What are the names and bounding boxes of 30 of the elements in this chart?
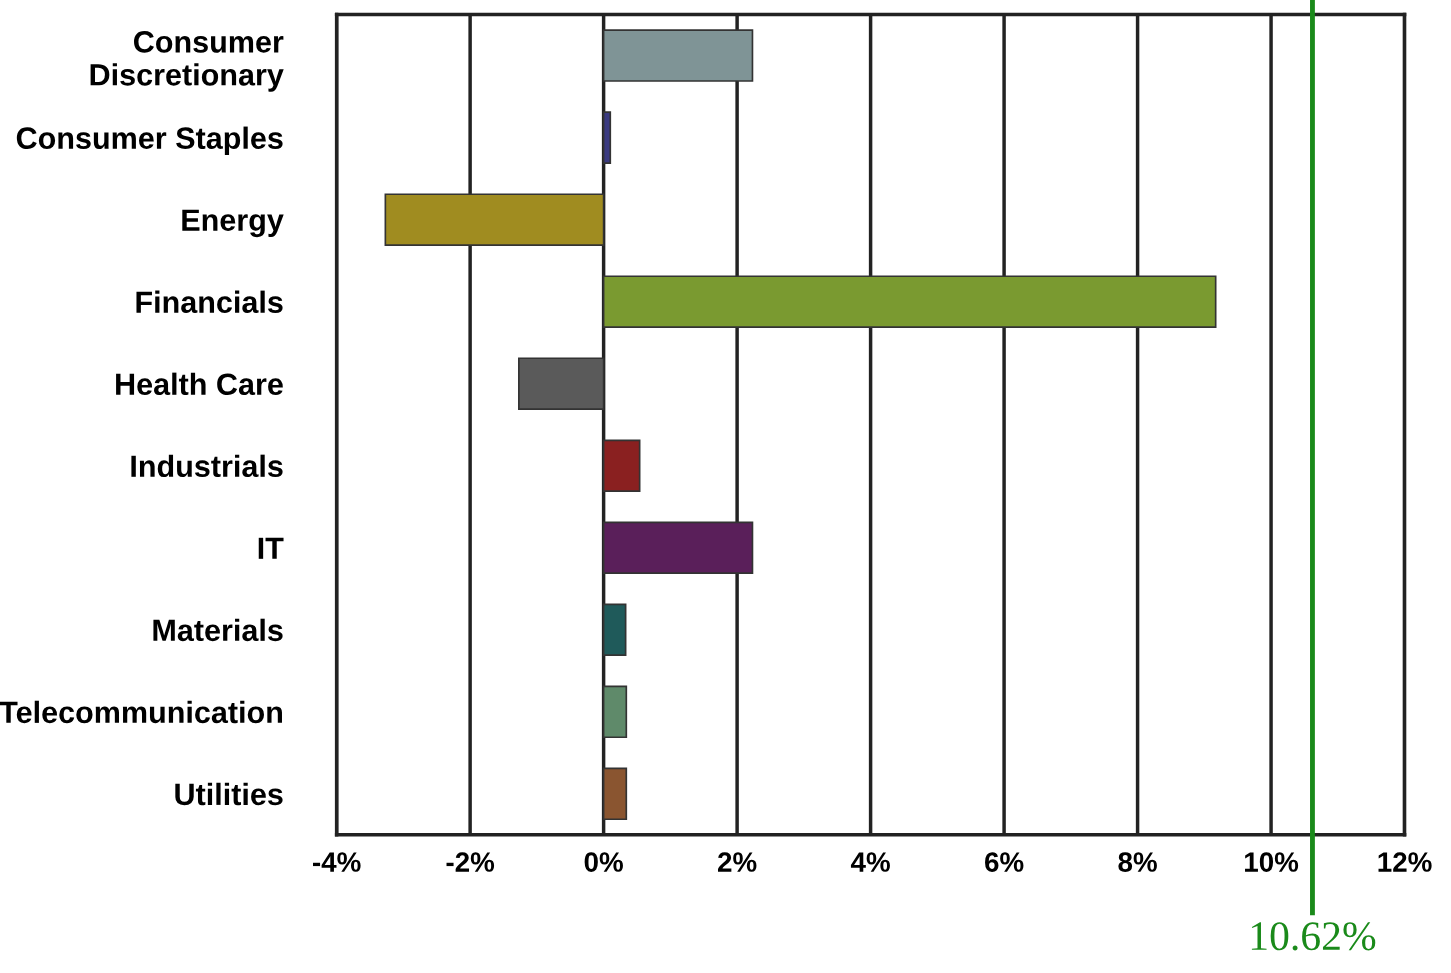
x-tick-label: 2% bbox=[718, 852, 757, 872]
x-tick-label: 12% bbox=[1378, 852, 1432, 872]
x-tick-label: -4% bbox=[313, 852, 361, 872]
x-tick-label: 8% bbox=[1118, 852, 1157, 872]
x-tick-label: 0% bbox=[584, 852, 623, 872]
y-tick-label: Energy bbox=[182, 209, 284, 238]
x-tick-label: 10% bbox=[1245, 852, 1299, 872]
x-tick-label: -2% bbox=[446, 852, 495, 872]
bar bbox=[384, 193, 605, 246]
y-tick-label: Consumer Staples bbox=[16, 126, 283, 156]
y-tick-label: Financials bbox=[136, 290, 283, 314]
bar bbox=[602, 767, 628, 821]
y-tick-label: Industrials bbox=[131, 454, 283, 478]
bar bbox=[602, 521, 754, 575]
bar bbox=[602, 29, 754, 82]
x-tick-label: 4% bbox=[850, 852, 890, 872]
bar bbox=[518, 357, 605, 410]
bar bbox=[602, 685, 628, 739]
bar bbox=[602, 603, 627, 657]
x-tick-label: 6% bbox=[985, 852, 1024, 872]
y-tick-label: Telecommunication bbox=[0, 700, 282, 724]
ref-line-label: 10.62% bbox=[1251, 922, 1376, 951]
y-tick-label: Materials bbox=[153, 618, 283, 642]
bar bbox=[602, 275, 1217, 328]
y-tick-label: IT bbox=[258, 537, 284, 559]
y-tick-label: Consumer Discretionary bbox=[90, 31, 284, 92]
y-tick-label: Utilities bbox=[175, 782, 283, 806]
bar bbox=[602, 439, 641, 492]
bar bbox=[602, 111, 612, 164]
y-tick-label: Health Care bbox=[116, 372, 283, 396]
